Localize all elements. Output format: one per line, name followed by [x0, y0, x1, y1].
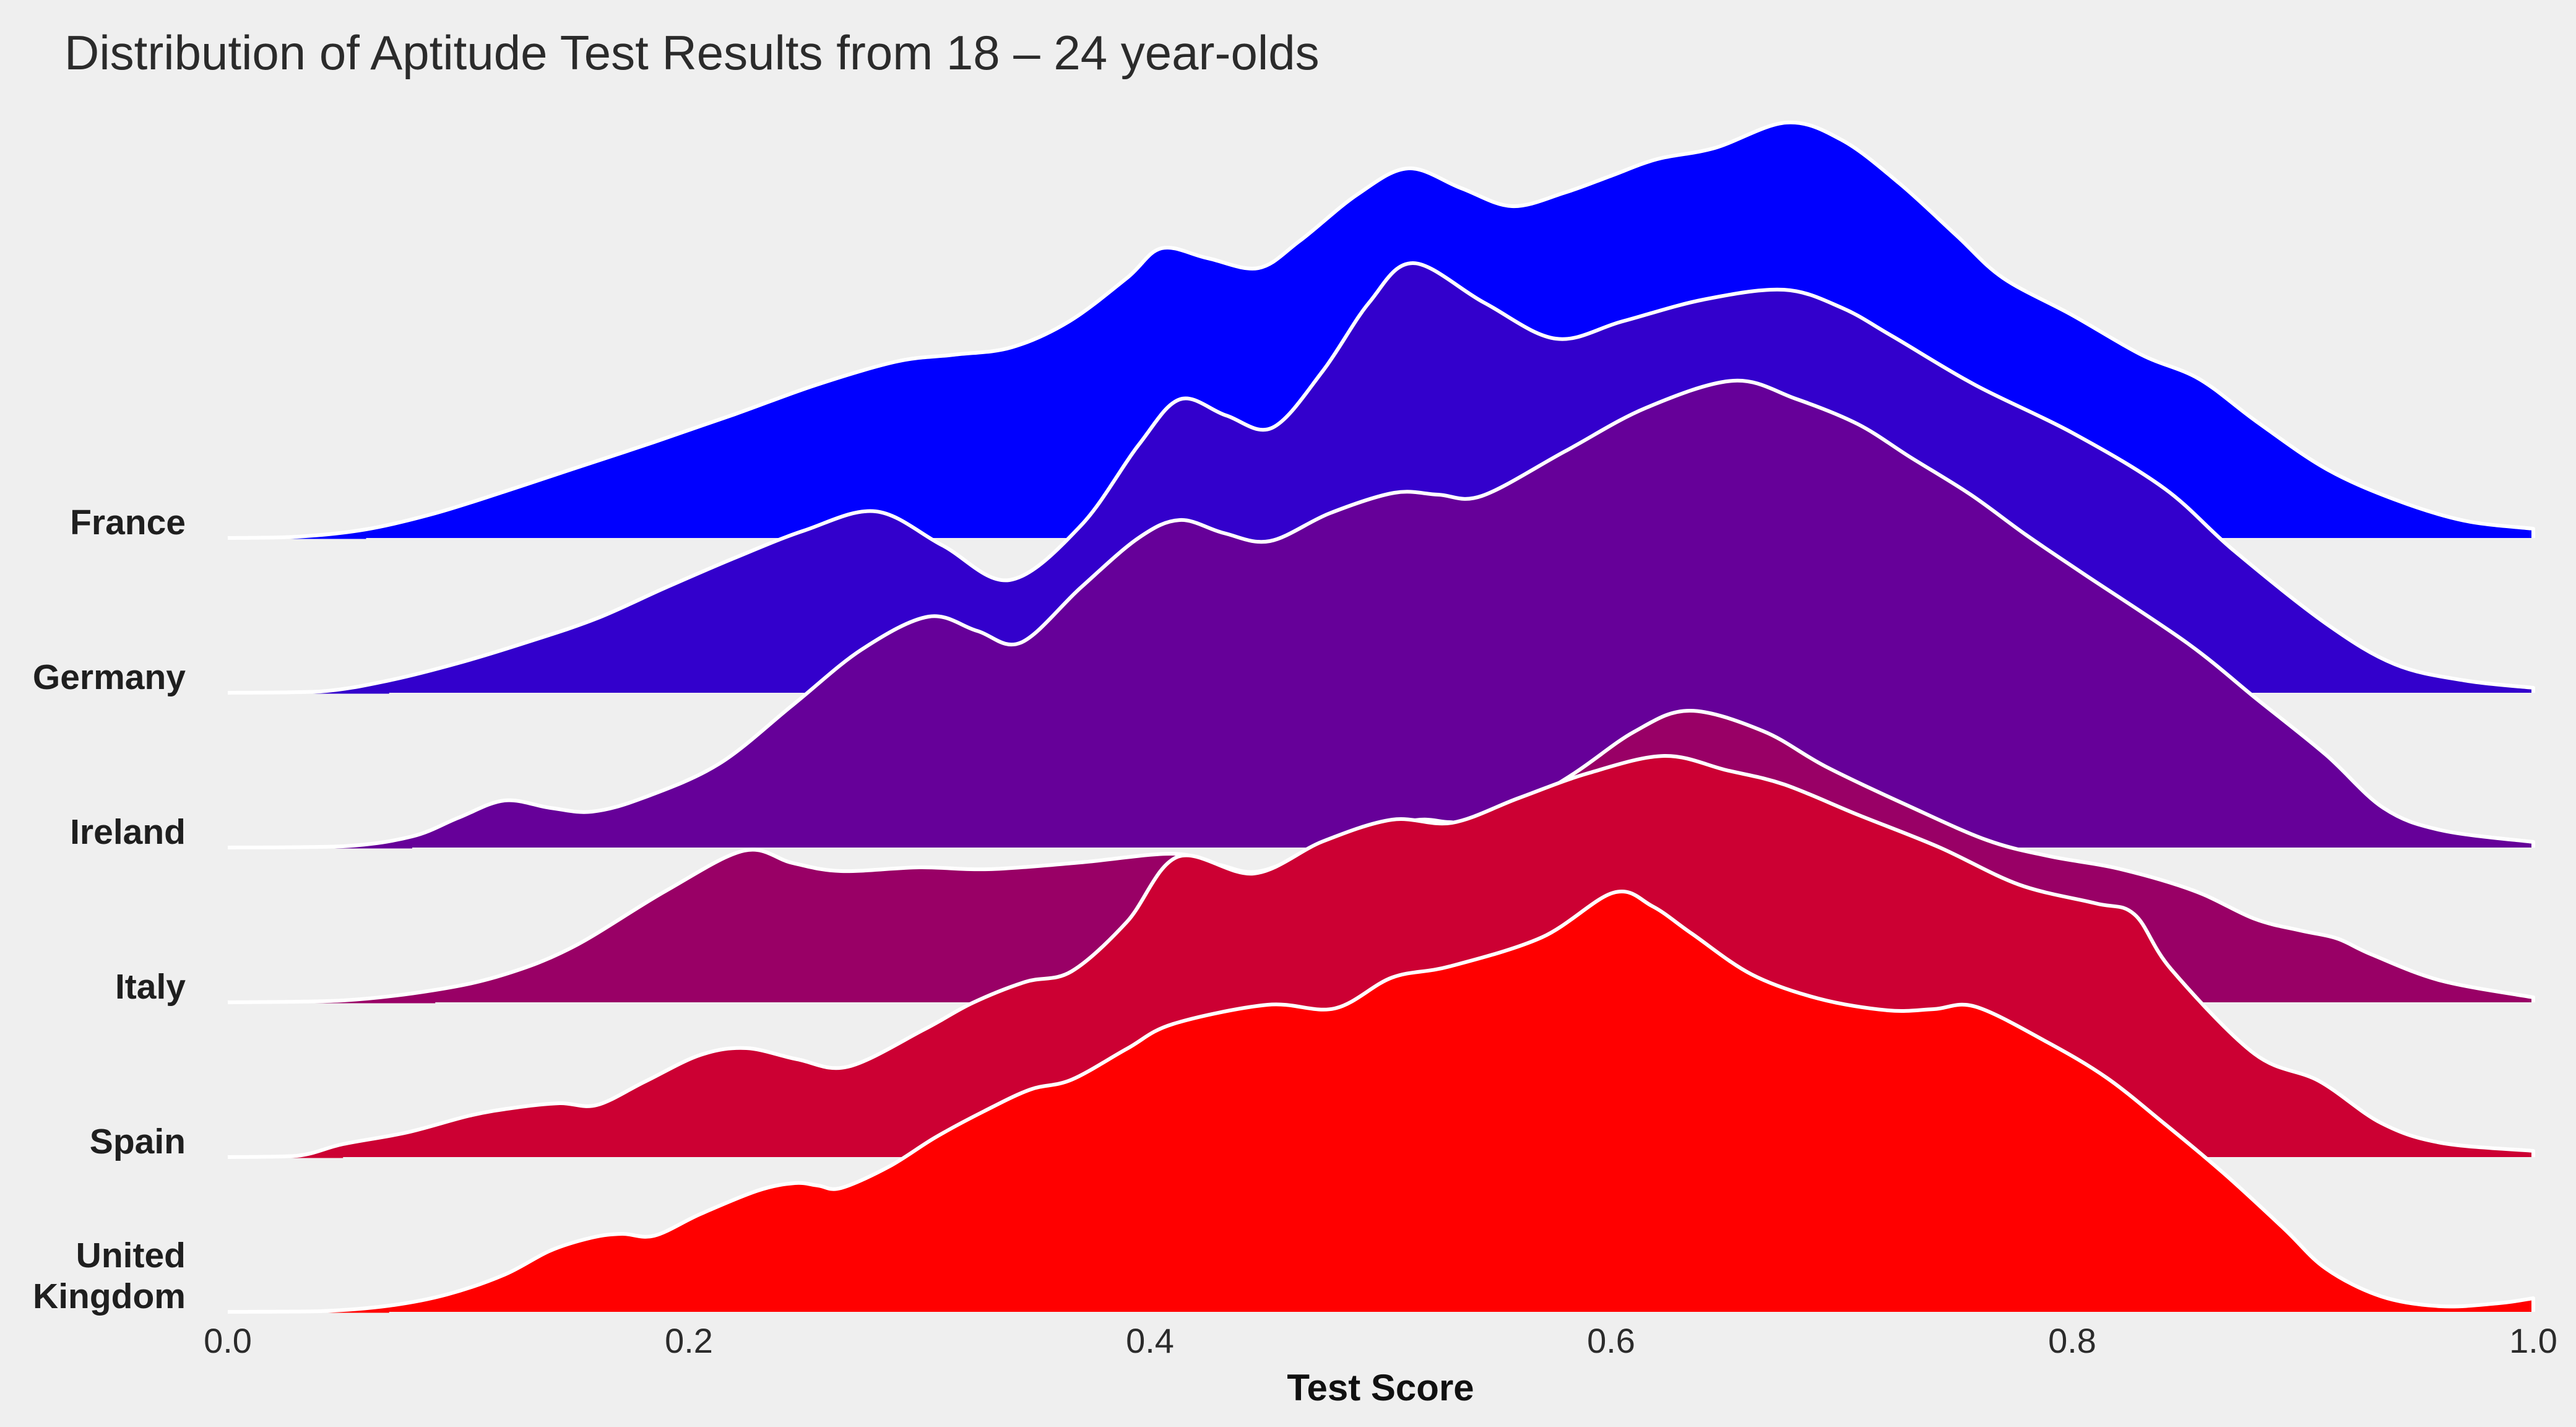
ridge-ireland [227, 378, 2535, 849]
ridge-united-kingdom [227, 890, 2535, 1314]
x-tick-0.6: 0.6 [1587, 1321, 1635, 1360]
row-label-united-kingdom-line1: United [76, 1236, 186, 1275]
x-tick-0.2: 0.2 [665, 1321, 713, 1360]
x-tick-1.0: 1.0 [2509, 1321, 2557, 1360]
x-tick-0.8: 0.8 [2048, 1321, 2096, 1360]
chart-title: Distribution of Aptitude Test Results fr… [64, 25, 1320, 80]
ridge-outline-united-kingdom [227, 890, 2535, 1314]
row-label-germany: Germany [33, 657, 186, 697]
ridge-area-united-kingdom [228, 891, 2533, 1312]
row-label-ireland: Ireland [70, 812, 186, 852]
row-label-spain: Spain [90, 1122, 186, 1161]
ridge-outline-spain [227, 753, 2535, 1159]
x-tick-0.4: 0.4 [1126, 1321, 1174, 1360]
ridge-outline-germany [227, 261, 2535, 695]
ridge-outline-italy [227, 708, 2535, 1004]
row-label-italy: Italy [115, 967, 186, 1007]
ridge-outline-france [227, 120, 2535, 540]
x-axis-label: Test Score [1287, 1367, 1474, 1408]
x-tick-0.0: 0.0 [204, 1321, 252, 1360]
row-label-france: France [70, 503, 186, 542]
ridge-outline-ireland [227, 378, 2535, 849]
row-label-united-kingdom-line2: Kingdom [33, 1277, 186, 1316]
ridge-area-ireland [228, 380, 2533, 848]
